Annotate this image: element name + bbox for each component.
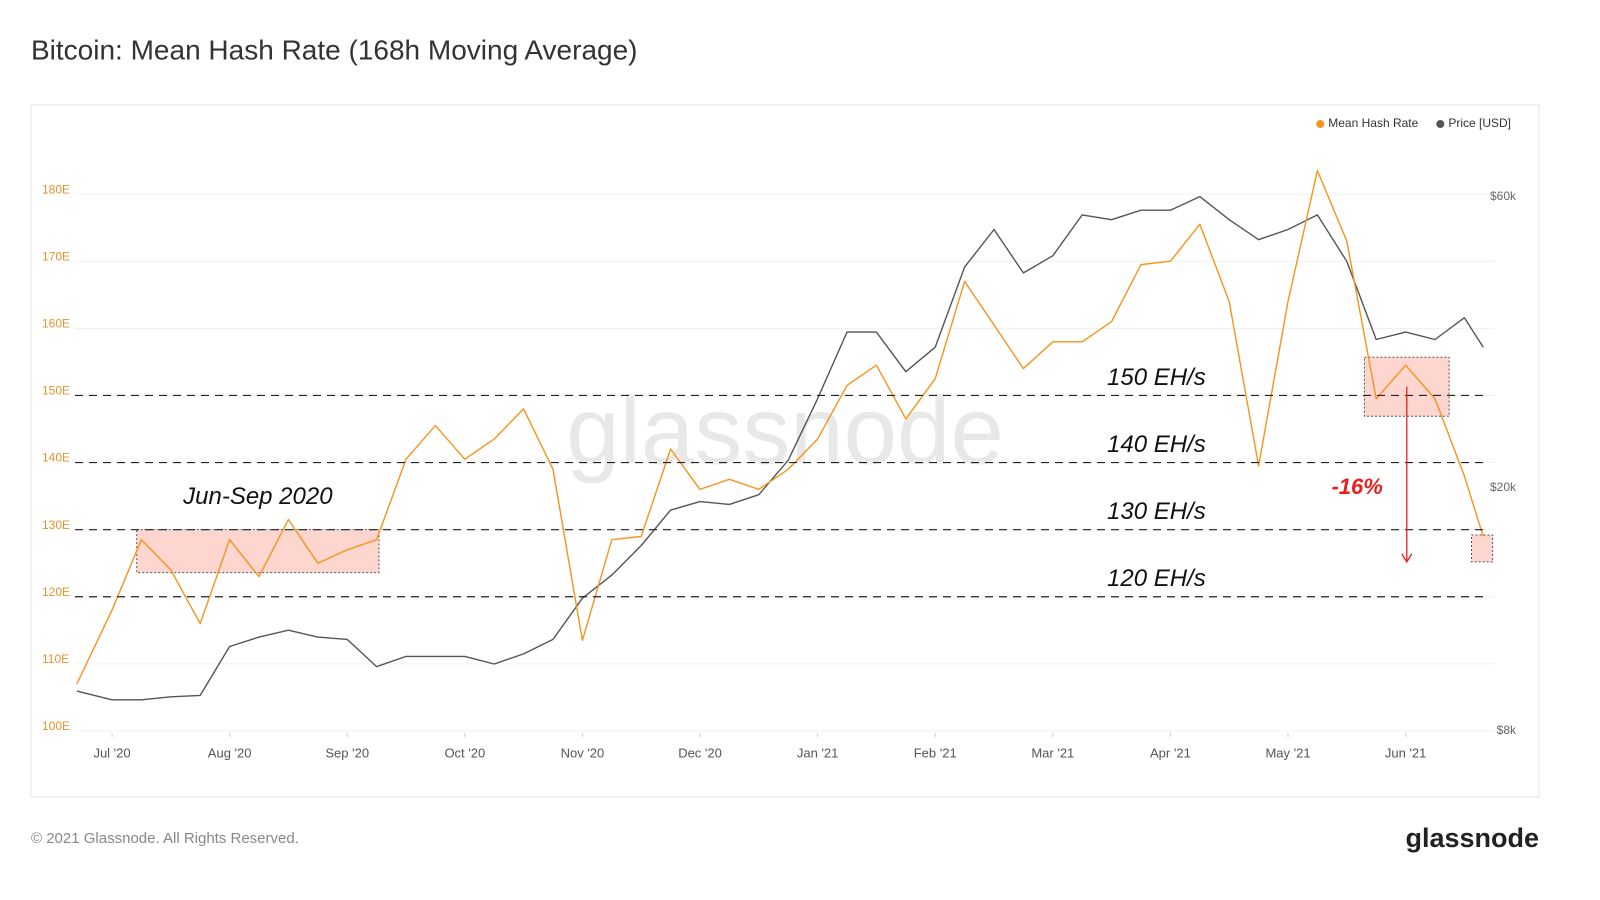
legend-marker: [1436, 120, 1445, 128]
logo: glassnode: [1405, 823, 1539, 853]
y-tick-label: 170E: [42, 249, 70, 263]
reference-label: 140 EH/s: [1107, 431, 1206, 458]
x-tick-label: Sep '20: [325, 745, 369, 760]
legend-label: Price [USD]: [1448, 116, 1511, 130]
y-tick-label: 160E: [42, 317, 70, 331]
chart-title: Bitcoin: Mean Hash Rate (168h Moving Ave…: [31, 34, 637, 65]
chart-frame: [30, 104, 1540, 798]
x-tick-label: Oct '20: [444, 745, 485, 760]
region-label: Jun-Sep 2020: [182, 483, 333, 510]
y-tick-label: 110E: [42, 652, 69, 666]
footer: © 2021 Glassnode. All Rights Reserved.: [31, 830, 299, 847]
series-line: [76, 169, 1484, 685]
x-tick-label: Apr '21: [1150, 745, 1191, 760]
y-tick-label: 130E: [42, 518, 70, 532]
x-tick-label: Nov '20: [561, 745, 605, 760]
x-tick-label: Jun '21: [1385, 745, 1427, 760]
x-tick-label: Mar '21: [1031, 745, 1074, 760]
legend-marker: [1316, 120, 1325, 128]
reference-label: 120 EH/s: [1107, 565, 1206, 592]
x-tick-label: Jul '20: [93, 745, 130, 760]
reference-label: 150 EH/s: [1107, 364, 1206, 391]
change-arrow-head: [1401, 553, 1413, 564]
y2-tick-label: $20k: [1490, 480, 1517, 494]
y-tick-label: 120E: [42, 585, 70, 599]
y-tick-label: 100E: [42, 719, 70, 733]
y-tick-label: 180E: [42, 182, 70, 196]
x-tick-label: Feb '21: [914, 745, 957, 760]
y-tick-label: 150E: [42, 384, 70, 398]
watermark: glassnode: [566, 377, 1004, 484]
highlight-region: [1470, 534, 1494, 563]
reference-label: 130 EH/s: [1107, 498, 1206, 525]
x-tick-label: Dec '20: [678, 745, 722, 760]
x-tick-label: Aug '20: [208, 745, 252, 760]
x-tick-label: Jan '21: [797, 745, 839, 760]
y-tick-label: 140E: [42, 451, 70, 465]
x-tick-label: May '21: [1265, 745, 1310, 760]
y2-tick-label: $60k: [1490, 189, 1517, 203]
series-line: [76, 195, 1484, 701]
legend-label: Mean Hash Rate: [1328, 116, 1418, 130]
y2-tick-label: $8k: [1497, 723, 1517, 737]
change-label: -16%: [1331, 474, 1382, 499]
